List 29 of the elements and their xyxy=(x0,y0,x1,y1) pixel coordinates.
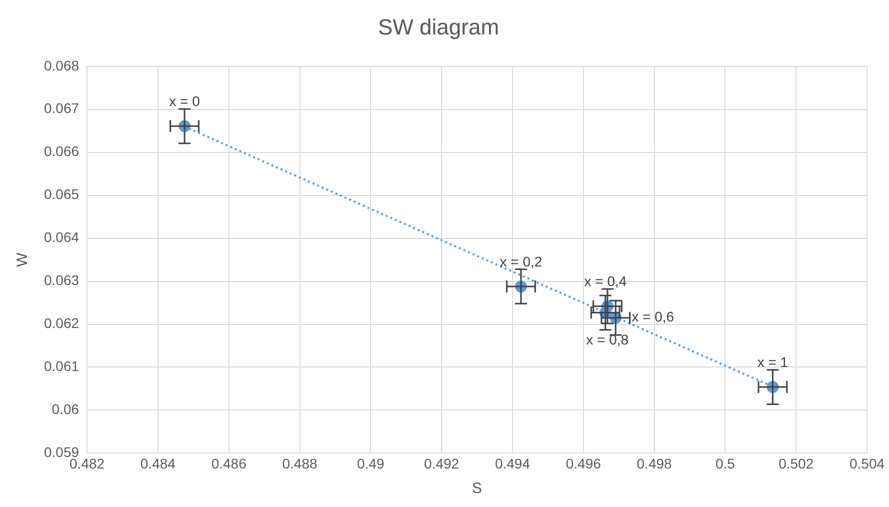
y-tick-label: 0.066 xyxy=(44,143,80,160)
y-tick-label: 0.063 xyxy=(44,272,80,288)
annotation: x = 0,2 xyxy=(500,253,542,270)
y-tick-label: 0.06 xyxy=(52,401,80,418)
x-tick-label: 0.5 xyxy=(715,455,736,472)
x-tick-label: 0.504 xyxy=(849,455,885,472)
y-tick-label: 0.061 xyxy=(44,358,80,374)
y-tick-label: 0.065 xyxy=(44,186,80,202)
annotation: x = 0,8 xyxy=(586,332,629,348)
x-tick-label: 0.502 xyxy=(778,455,814,472)
y-tick-label: 0.068 xyxy=(44,57,80,74)
x-tick-label: 0.496 xyxy=(566,455,602,472)
x-tick-label: 0.484 xyxy=(140,455,176,472)
x-axis-title: S xyxy=(472,480,482,498)
x-tick-label: 0.488 xyxy=(282,455,318,472)
x-tick-label: 0.494 xyxy=(494,455,530,472)
x-tick-label: 0.492 xyxy=(424,455,460,472)
x-tick-label: 0.49 xyxy=(357,455,384,472)
y-tick-label: 0.067 xyxy=(44,100,80,116)
annotation: x = 0,4 xyxy=(584,273,627,290)
annotation: x = 0 xyxy=(169,93,200,109)
x-tick-label: 0.498 xyxy=(636,455,672,472)
x-tick-label: 0.486 xyxy=(211,455,247,472)
y-tick-label: 0.062 xyxy=(44,315,80,332)
y-axis-title: W xyxy=(14,252,32,267)
chart-title: SW diagram xyxy=(378,14,500,40)
y-tick-label: 0.064 xyxy=(44,229,80,246)
annotation: x = 1 xyxy=(757,354,788,370)
annotation: x = 0,6 xyxy=(632,308,674,325)
